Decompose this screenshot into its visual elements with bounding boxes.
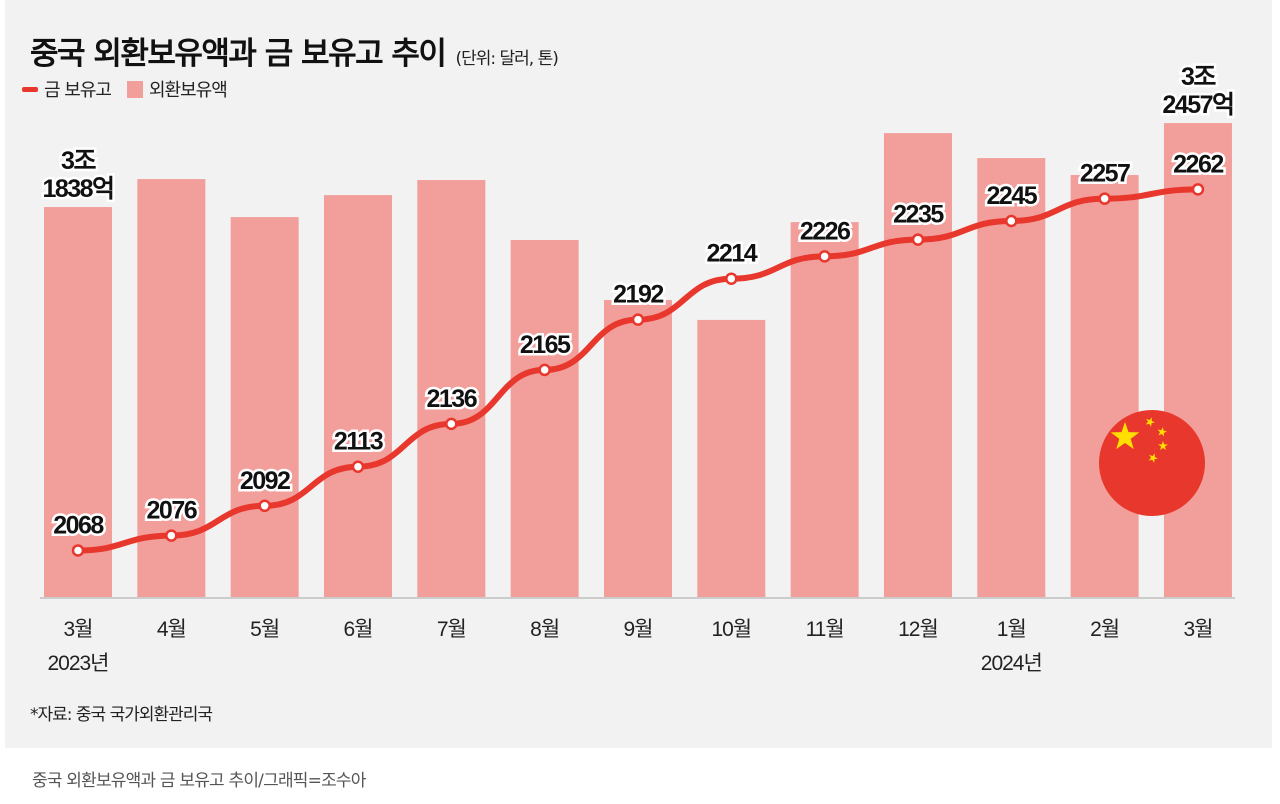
gold-value-label-10: 2245 bbox=[986, 182, 1037, 210]
gold-value-label-1: 2076 bbox=[147, 497, 197, 525]
china-flag-icon bbox=[1099, 410, 1205, 516]
x-tick-label-2: 5월 bbox=[250, 618, 279, 641]
x-tick-label-0: 3월 bbox=[64, 618, 93, 641]
bar-forex-4 bbox=[417, 180, 486, 597]
flag-star bbox=[1145, 417, 1155, 427]
gold-point-10 bbox=[1005, 214, 1018, 228]
gold-value-label-9: 2235 bbox=[893, 201, 944, 229]
bar-forex-10 bbox=[977, 158, 1046, 597]
bar-forex-6 bbox=[603, 299, 672, 597]
gold-value-label-5: 2165 bbox=[520, 331, 571, 359]
gold-point-2 bbox=[258, 499, 271, 513]
title-text: 중국 외환보유액과 금 보유고 추이 bbox=[30, 36, 447, 72]
gold-value-label-0: 2068 bbox=[53, 511, 104, 539]
bar-forex-11 bbox=[1070, 175, 1139, 597]
x-tick-label-7: 10월 bbox=[711, 618, 751, 641]
bar-forex-8 bbox=[790, 222, 859, 597]
gold-point-4 bbox=[445, 417, 458, 431]
x-tick-label-10: 1월 bbox=[997, 618, 1026, 641]
gold-value-label-4: 2136 bbox=[427, 385, 477, 413]
x-tick-label-4: 7월 bbox=[437, 618, 466, 641]
bar-forex-12 bbox=[1163, 123, 1232, 597]
x-tick-label-9: 12월 bbox=[898, 618, 938, 641]
gold-value-label-11: 2257 bbox=[1080, 160, 1130, 188]
bar-forex-7 bbox=[697, 319, 766, 597]
bar-forex-2 bbox=[230, 217, 299, 597]
x-tick-label-5: 8월 bbox=[530, 618, 559, 641]
gold-point-7 bbox=[725, 272, 738, 285]
legend-line-swatch bbox=[22, 86, 38, 92]
gold-value-label-3: 2113 bbox=[334, 428, 383, 456]
unit-note: (단위: 달러, 톤) bbox=[455, 49, 558, 69]
legend: 금 보유고 외환보유액 bbox=[22, 76, 228, 102]
flag-star bbox=[1148, 453, 1158, 463]
gold-point-12 bbox=[1191, 183, 1205, 196]
year-label-0: 2023년 bbox=[47, 652, 108, 675]
gold-value-label-2: 2092 bbox=[240, 467, 290, 495]
gold-point-11 bbox=[1098, 192, 1111, 205]
gold-value-label-8: 2226 bbox=[800, 217, 850, 245]
x-tick-label-1: 4월 bbox=[157, 618, 186, 641]
legend-bar-swatch bbox=[126, 80, 143, 98]
bar-forex-0 bbox=[44, 207, 112, 597]
source-note: *자료: 중국 국가외환관리국 bbox=[30, 705, 213, 725]
gold-value-label-7: 2214 bbox=[706, 240, 757, 268]
year-label-10: 2024년 bbox=[981, 652, 1042, 675]
image-caption: 중국 외환보유액과 금 보유고 추이/그래픽=조수아 bbox=[32, 771, 366, 791]
bar-forex-1 bbox=[137, 179, 206, 597]
gold-point-6 bbox=[631, 313, 645, 326]
gold-point-1 bbox=[165, 529, 178, 542]
forex-annotation-0-1: 1838억 bbox=[42, 175, 113, 203]
flag-star bbox=[1110, 422, 1140, 450]
gold-point-3 bbox=[351, 460, 365, 473]
forex-annotation-0-0: 3조 bbox=[61, 147, 96, 175]
gold-point-0 bbox=[71, 544, 85, 557]
gold-point-9 bbox=[911, 233, 925, 246]
bar-forex-3 bbox=[323, 195, 392, 597]
x-tick-label-3: 6월 bbox=[343, 618, 372, 641]
legend-forex: 외환보유액 bbox=[148, 80, 228, 101]
gold-value-label-6: 2192 bbox=[613, 281, 663, 309]
gold-point-5 bbox=[538, 363, 551, 377]
x-tick-label-6: 9월 bbox=[623, 618, 652, 641]
x-tick-label-12: 3월 bbox=[1183, 618, 1212, 641]
flag-star bbox=[1157, 427, 1167, 437]
forex-annotation-12-0: 3조 bbox=[1181, 63, 1216, 91]
gold-value-label-12: 2262 bbox=[1173, 150, 1223, 178]
gold-point-8 bbox=[818, 250, 831, 263]
chart-title: 중국 외환보유액과 금 보유고 추이 (단위: 달러, 톤) bbox=[30, 28, 559, 73]
bar-forex-9 bbox=[883, 133, 952, 597]
bar-forex-5 bbox=[510, 240, 579, 597]
legend-gold: 금 보유고 bbox=[44, 80, 112, 101]
x-tick-label-8: 11월 bbox=[806, 618, 844, 641]
forex-annotation-12-1: 2457억 bbox=[1162, 91, 1233, 119]
flag-star bbox=[1158, 441, 1168, 450]
x-tick-label-11: 2월 bbox=[1090, 618, 1119, 641]
